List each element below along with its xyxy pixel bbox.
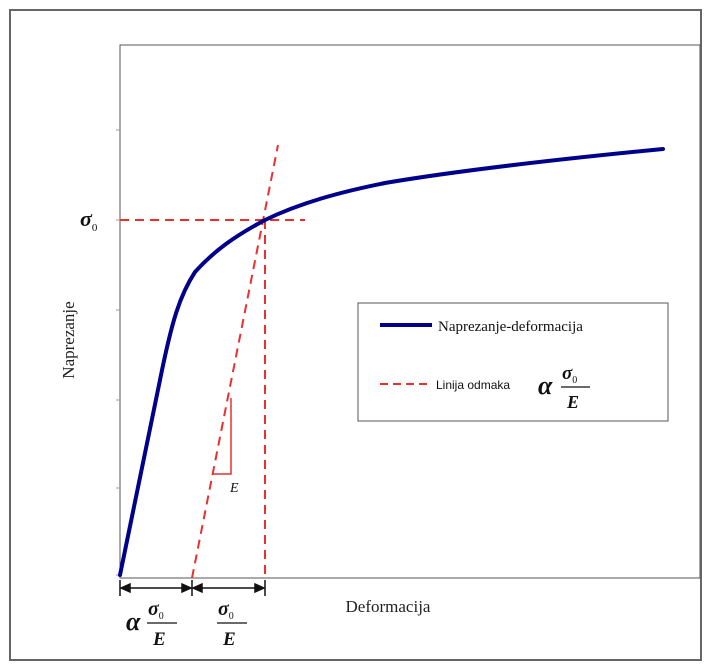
stress-strain-curve <box>118 147 665 577</box>
sigma-zero-label: σ0 <box>80 206 98 234</box>
offset-amount-formula: α σ0 E <box>126 598 177 650</box>
formula-numerator: σ0 <box>218 598 234 622</box>
x-axis-label: Deformacija <box>346 597 431 616</box>
formula-denominator: E <box>152 629 166 650</box>
slope-triangle <box>213 398 232 475</box>
legend-alpha-symbol: α <box>538 371 553 400</box>
legend-formula-denominator: E <box>566 392 579 412</box>
legend-box <box>357 302 669 422</box>
elastic-strain-dimension-arrow <box>191 580 266 596</box>
alpha-symbol: α <box>126 607 141 636</box>
formula-denominator: E <box>222 629 236 650</box>
y-axis-ticks <box>116 129 120 576</box>
offset-line <box>191 144 279 579</box>
legend: Naprezanje-deformacija Linija odmaka α σ… <box>357 302 669 422</box>
legend-curve-label: Naprezanje-deformacija <box>438 319 583 335</box>
legend-formula-numerator: σ0 <box>562 363 577 386</box>
formula-numerator: σ0 <box>148 598 164 622</box>
y-axis-label: Naprezanje <box>59 301 78 378</box>
legend-offset-label: Linija odmaka <box>436 378 510 392</box>
elastic-strain-formula: σ0 E <box>217 598 247 650</box>
slope-label: E <box>229 481 239 496</box>
